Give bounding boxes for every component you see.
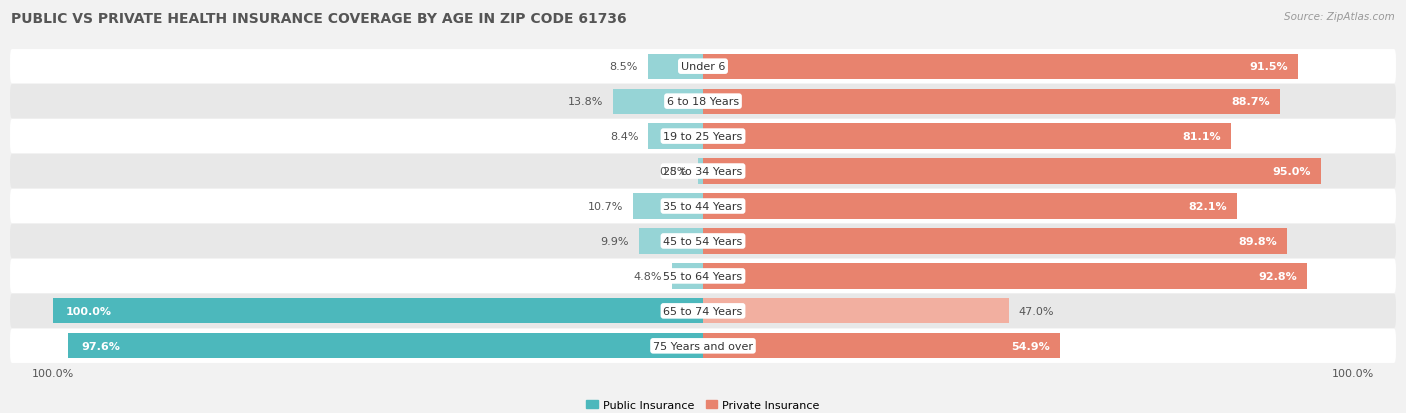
- FancyBboxPatch shape: [10, 294, 1396, 328]
- Text: 75 Years and over: 75 Years and over: [652, 341, 754, 351]
- Bar: [703, 89, 1279, 114]
- Text: 6 to 18 Years: 6 to 18 Years: [666, 97, 740, 107]
- Text: 81.1%: 81.1%: [1182, 132, 1220, 142]
- FancyBboxPatch shape: [10, 154, 1396, 189]
- Text: 54.9%: 54.9%: [1011, 341, 1050, 351]
- Text: 82.1%: 82.1%: [1188, 202, 1227, 211]
- Text: 91.5%: 91.5%: [1250, 62, 1288, 72]
- FancyBboxPatch shape: [10, 50, 1396, 84]
- Bar: [633, 194, 703, 219]
- Bar: [613, 89, 703, 114]
- FancyBboxPatch shape: [10, 190, 1396, 223]
- Bar: [697, 159, 703, 184]
- Bar: [648, 124, 703, 150]
- Text: 97.6%: 97.6%: [82, 341, 120, 351]
- FancyBboxPatch shape: [10, 120, 1396, 154]
- Bar: [703, 263, 1306, 289]
- Text: PUBLIC VS PRIVATE HEALTH INSURANCE COVERAGE BY AGE IN ZIP CODE 61736: PUBLIC VS PRIVATE HEALTH INSURANCE COVER…: [11, 12, 627, 26]
- Bar: [703, 124, 1230, 150]
- FancyBboxPatch shape: [10, 329, 1396, 363]
- Text: 35 to 44 Years: 35 to 44 Years: [664, 202, 742, 211]
- Text: 100.0%: 100.0%: [66, 306, 111, 316]
- Legend: Public Insurance, Private Insurance: Public Insurance, Private Insurance: [582, 395, 824, 413]
- Bar: [703, 333, 1060, 358]
- Text: 92.8%: 92.8%: [1258, 271, 1296, 281]
- Text: 89.8%: 89.8%: [1239, 236, 1277, 247]
- Bar: [703, 299, 1008, 324]
- Bar: [703, 194, 1237, 219]
- Text: 19 to 25 Years: 19 to 25 Years: [664, 132, 742, 142]
- Bar: [638, 229, 703, 254]
- Bar: [67, 333, 703, 358]
- Bar: [703, 55, 1298, 80]
- Text: 13.8%: 13.8%: [568, 97, 603, 107]
- Text: Under 6: Under 6: [681, 62, 725, 72]
- Bar: [648, 55, 703, 80]
- Text: 88.7%: 88.7%: [1232, 97, 1270, 107]
- Text: 25 to 34 Years: 25 to 34 Years: [664, 166, 742, 177]
- Text: 10.7%: 10.7%: [588, 202, 624, 211]
- Bar: [703, 229, 1286, 254]
- Text: 55 to 64 Years: 55 to 64 Years: [664, 271, 742, 281]
- FancyBboxPatch shape: [10, 259, 1396, 293]
- Text: 95.0%: 95.0%: [1272, 166, 1312, 177]
- Bar: [703, 159, 1320, 184]
- Text: Source: ZipAtlas.com: Source: ZipAtlas.com: [1284, 12, 1395, 22]
- FancyBboxPatch shape: [10, 85, 1396, 119]
- Text: 8.4%: 8.4%: [610, 132, 638, 142]
- Text: 9.9%: 9.9%: [600, 236, 628, 247]
- Text: 4.8%: 4.8%: [634, 271, 662, 281]
- Text: 47.0%: 47.0%: [1018, 306, 1054, 316]
- Text: 45 to 54 Years: 45 to 54 Years: [664, 236, 742, 247]
- Text: 8.5%: 8.5%: [610, 62, 638, 72]
- Text: 0.8%: 0.8%: [659, 166, 688, 177]
- Text: 65 to 74 Years: 65 to 74 Years: [664, 306, 742, 316]
- Bar: [672, 263, 703, 289]
- Bar: [52, 299, 703, 324]
- FancyBboxPatch shape: [10, 224, 1396, 259]
